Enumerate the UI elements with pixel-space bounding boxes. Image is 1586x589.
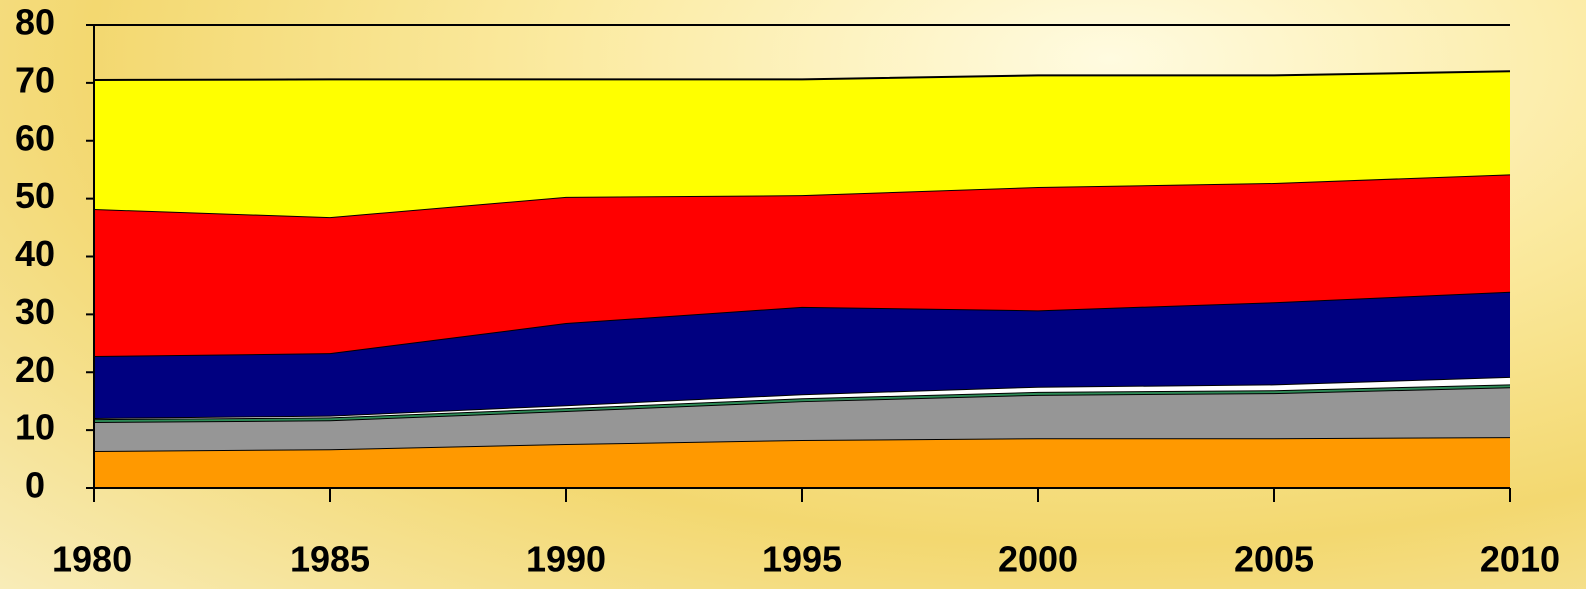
x-tick-label: 2005 xyxy=(1234,539,1314,580)
y-tick-label: 10 xyxy=(15,407,55,448)
x-tick-label: 2010 xyxy=(1480,539,1560,580)
area-edge xyxy=(93,436,1511,452)
x-tick-label: 2000 xyxy=(998,539,1078,580)
area-fill xyxy=(94,71,1510,218)
x-tick-label: 1980 xyxy=(52,539,132,580)
y-tick-label: 80 xyxy=(15,2,55,43)
y-tick-label: 60 xyxy=(15,117,55,158)
y-tick-label: 20 xyxy=(15,349,55,390)
x-tick-label: 1985 xyxy=(290,539,370,580)
area-fill xyxy=(94,174,1510,357)
area-fill xyxy=(94,376,1510,420)
area-fill xyxy=(94,384,1510,423)
area-fill xyxy=(94,291,1510,418)
x-tick-label: 1990 xyxy=(526,539,606,580)
area-fill xyxy=(94,387,1510,451)
y-tick-label: 0 xyxy=(25,465,45,506)
x-tick-label: 1995 xyxy=(762,539,842,580)
y-tick-label: 70 xyxy=(15,59,55,100)
area-edge xyxy=(93,70,1511,81)
y-tick-label: 40 xyxy=(15,233,55,274)
y-tick-label: 50 xyxy=(15,175,55,216)
area-fill xyxy=(94,437,1510,488)
y-tick-label: 30 xyxy=(15,291,55,332)
